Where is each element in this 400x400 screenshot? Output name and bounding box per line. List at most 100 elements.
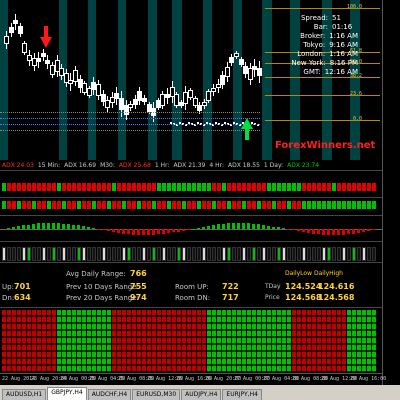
session-band	[118, 0, 126, 160]
roomup-value: 722	[222, 282, 239, 291]
histogram-bar	[287, 183, 291, 191]
heatmap-column	[47, 310, 51, 372]
candle-body	[73, 70, 78, 82]
symbol-tab[interactable]: EURJPY,H4	[222, 389, 262, 400]
candle	[247, 63, 253, 85]
oscillator-bar	[62, 223, 65, 229]
histogram-bar	[37, 183, 41, 191]
histogram-bar	[372, 183, 376, 191]
histogram-bar	[122, 201, 126, 209]
symbol-tab[interactable]: AUDCHF,H4	[87, 389, 132, 400]
time-axis: 22 Aug 2014 23 Aug 20:00 24 Aug 00:00 25 Au…	[0, 373, 386, 383]
candle	[151, 101, 157, 123]
heatmap-column	[367, 310, 371, 372]
symbol-tab[interactable]: AUDUSD,H1	[2, 389, 47, 400]
dn-value: 634	[14, 293, 31, 302]
histogram-bar	[277, 201, 281, 209]
adx-m5: ADX 24.03	[2, 161, 34, 169]
session-band	[59, 0, 67, 160]
histogram-bar	[22, 183, 26, 191]
heatmap-column	[17, 310, 21, 372]
time-tick-label: 27 Aug 04:00	[263, 376, 300, 382]
candle-body	[146, 104, 152, 112]
volume-bar	[207, 247, 211, 261]
oscillator-bar	[7, 228, 10, 229]
candle-body	[109, 97, 115, 103]
oscillator-bar	[197, 227, 200, 229]
candle	[142, 94, 147, 106]
candle	[54, 55, 60, 77]
oscillator-bar	[112, 229, 115, 232]
signal-dot	[170, 122, 172, 124]
volume-bar	[252, 247, 256, 261]
histogram-bar	[207, 201, 211, 209]
symbol-tabs: AUDUSD,H1 GBPJPY,H4 AUDCHF,H4 EURUSD,M30 AUD…	[0, 385, 400, 400]
histogram-bar	[272, 201, 276, 209]
histogram-bar	[372, 201, 376, 209]
volume-bar	[372, 247, 376, 261]
heatmap-column	[342, 310, 346, 372]
histogram-bar	[102, 183, 106, 191]
histogram-bar	[82, 183, 86, 191]
fib-line-236	[265, 95, 380, 96]
session-band	[322, 0, 332, 160]
signal-dot	[176, 124, 178, 126]
heatmap-column	[97, 310, 101, 372]
candle	[17, 23, 23, 37]
volume-bar	[337, 247, 341, 261]
candle-body	[8, 27, 14, 33]
bar-label: Bar:	[313, 23, 328, 31]
volume-bar	[242, 247, 246, 261]
histogram-bar	[62, 201, 66, 209]
histogram-bar	[362, 183, 366, 191]
time-tick-label: 25 Aug 04:00	[89, 376, 126, 382]
heatmap-column	[107, 310, 111, 372]
heatmap-column	[232, 310, 236, 372]
candle	[206, 88, 212, 104]
candle	[114, 87, 120, 105]
oscillator-bar	[242, 223, 245, 229]
candle	[211, 83, 216, 97]
price-chart[interactable]: 100.0 61.8 50.0 38.2 23.6 0.0 Spread: 51 …	[0, 0, 382, 170]
time-tick-label: 26 Aug 20:00	[205, 376, 242, 382]
heatmap-column	[142, 310, 146, 372]
histogram-bar	[217, 201, 221, 209]
candle	[36, 51, 42, 69]
symbol-tab[interactable]: GBPJPY,H4	[47, 387, 87, 400]
histogram-bar	[252, 201, 256, 209]
histogram-bar	[122, 183, 126, 191]
adx-summary-row: ADX 24.03 15 Min: ADX 16.69 M30: ADX 25.…	[0, 160, 382, 170]
candle-body	[220, 74, 226, 86]
symbol-tab[interactable]: AUDJPY,H4	[181, 389, 222, 400]
volume-bar	[347, 247, 351, 261]
indicator-panels[interactable]	[0, 170, 382, 262]
candle	[165, 88, 170, 104]
roomdn-label: Room DN:	[175, 294, 211, 302]
symbol-tab[interactable]: EURUSD,M30	[132, 389, 181, 400]
histogram-bar	[72, 183, 76, 191]
heatmap-column	[347, 310, 351, 372]
candle-body	[229, 56, 235, 64]
histogram-bar	[292, 201, 296, 209]
up-value: 701	[14, 282, 31, 291]
daily-low-label: DailyLow	[285, 270, 312, 277]
signal-dot	[239, 124, 241, 126]
volume-bar	[187, 247, 191, 261]
fib-label: 38.2	[349, 73, 362, 79]
price-axis[interactable]	[382, 0, 400, 400]
oscillator-bar	[302, 229, 305, 233]
heatmap-column	[322, 310, 326, 372]
histogram-bar	[187, 201, 191, 209]
time-tick-label: 25 Aug 12:00	[147, 376, 184, 382]
fib-label: 23.6	[349, 91, 362, 97]
signal-dot	[179, 122, 181, 124]
candle-body	[174, 94, 180, 106]
histogram-bar	[197, 183, 201, 191]
oscillator-bar	[127, 229, 130, 235]
oscillator-bar	[52, 223, 55, 229]
oscillator-bar	[57, 223, 60, 229]
histogram-bar	[357, 201, 361, 209]
candle	[146, 101, 152, 115]
candle-body	[201, 101, 207, 107]
newyork-label: New York:	[291, 59, 326, 67]
